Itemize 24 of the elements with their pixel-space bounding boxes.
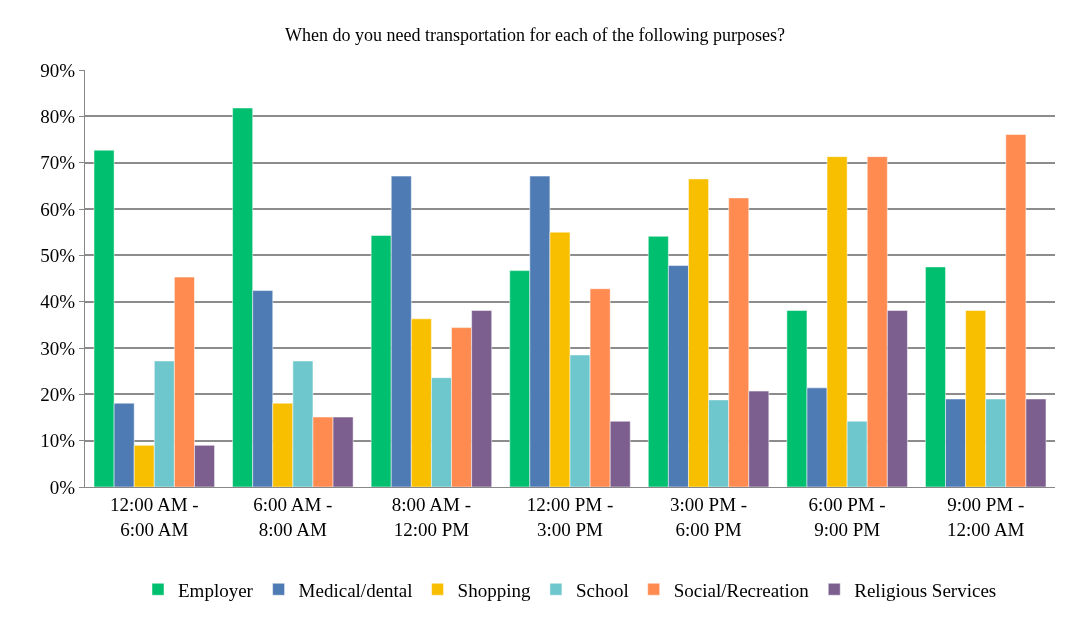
x-tick-label: 6:00 PM - 9:00 PM xyxy=(808,493,886,540)
x-tick-label: 3:00 PM - 6:00 PM xyxy=(670,493,748,540)
y-tick-label: 30% xyxy=(40,337,76,359)
x-tick-label: 9:00 PM - 12:00 AM xyxy=(946,493,1025,540)
legend-label: Shopping xyxy=(457,579,531,601)
legend-label: Social/Recreation xyxy=(673,579,810,601)
x-tick-label: 6:00 AM - 8:00 AM xyxy=(253,493,333,540)
y-tick-label: 70% xyxy=(40,152,76,174)
legend-label: Religious Services xyxy=(854,579,997,601)
y-tick-label: 60% xyxy=(40,198,76,220)
chart-title: When do you need transportation for each of the following purposes? xyxy=(285,24,785,45)
x-tick-label: 8:00 AM - 12:00 PM xyxy=(391,493,472,540)
legend-label: Employer xyxy=(178,579,254,601)
y-tick-label: 50% xyxy=(40,244,76,266)
y-tick-label: 20% xyxy=(40,383,76,405)
y-tick-label: 10% xyxy=(40,430,76,452)
x-tick-label: 12:00 PM - 3:00 PM xyxy=(526,493,614,540)
x-tick-label: 12:00 AM - 6:00 AM xyxy=(109,493,199,540)
y-tick-label: 0% xyxy=(49,476,76,498)
y-tick-label: 40% xyxy=(40,291,76,313)
legend-label: School xyxy=(575,579,629,601)
legend-label: Medical/dental xyxy=(298,579,413,601)
y-tick-label: 80% xyxy=(40,105,76,127)
y-tick-label: 90% xyxy=(40,59,76,81)
